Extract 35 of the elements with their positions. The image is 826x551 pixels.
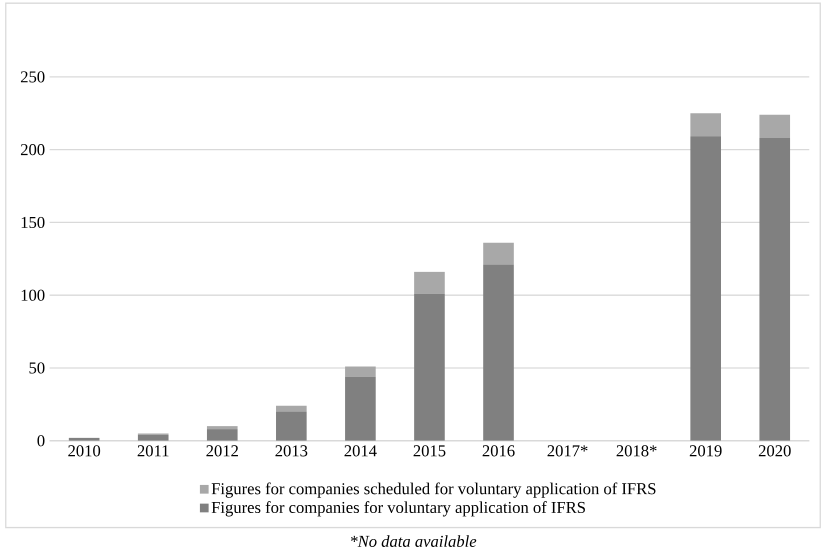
bar [276,406,307,412]
y-tick-label: 100 [22,290,44,301]
bar [206,426,238,429]
x-tick-label: 2020 [758,445,791,456]
y-tick-label: 0 [37,435,44,446]
legend-label: Figures for companies for voluntary application of IFRS [212,501,585,516]
x-tick-label: 2017* [548,445,588,456]
bar [345,366,376,377]
text: *No data available [350,535,476,547]
bar [414,272,445,294]
bar [690,136,722,441]
x-tick-label: 2016 [482,445,515,456]
y-tick-label: 50 [29,362,44,374]
bar [759,114,790,138]
x-tick-label: 2013 [275,445,308,456]
bar [138,434,169,441]
x-tick-label: 2014 [344,445,377,456]
bar [345,376,376,441]
legend-label: Figures for companies scheduled for voluntary application of IFRS [212,482,656,498]
bar [276,412,307,441]
bar [759,138,790,441]
x-tick-label: 2010 [68,445,100,456]
x-tick-label: 2011 [138,445,169,456]
y-tick-label: 150 [22,216,44,228]
y-tick-label: 250 [20,71,44,82]
bar [483,242,514,265]
x-tick-label: 2018* [616,445,657,456]
x-tick-label: 2019 [690,445,722,456]
bar [414,294,445,441]
y-tick-label: 200 [20,144,44,156]
x-tick-label: 2012 [206,445,238,456]
x-tick-label: 2015 [414,445,446,456]
bar [206,428,238,441]
bar [483,264,514,441]
bar [690,113,722,136]
